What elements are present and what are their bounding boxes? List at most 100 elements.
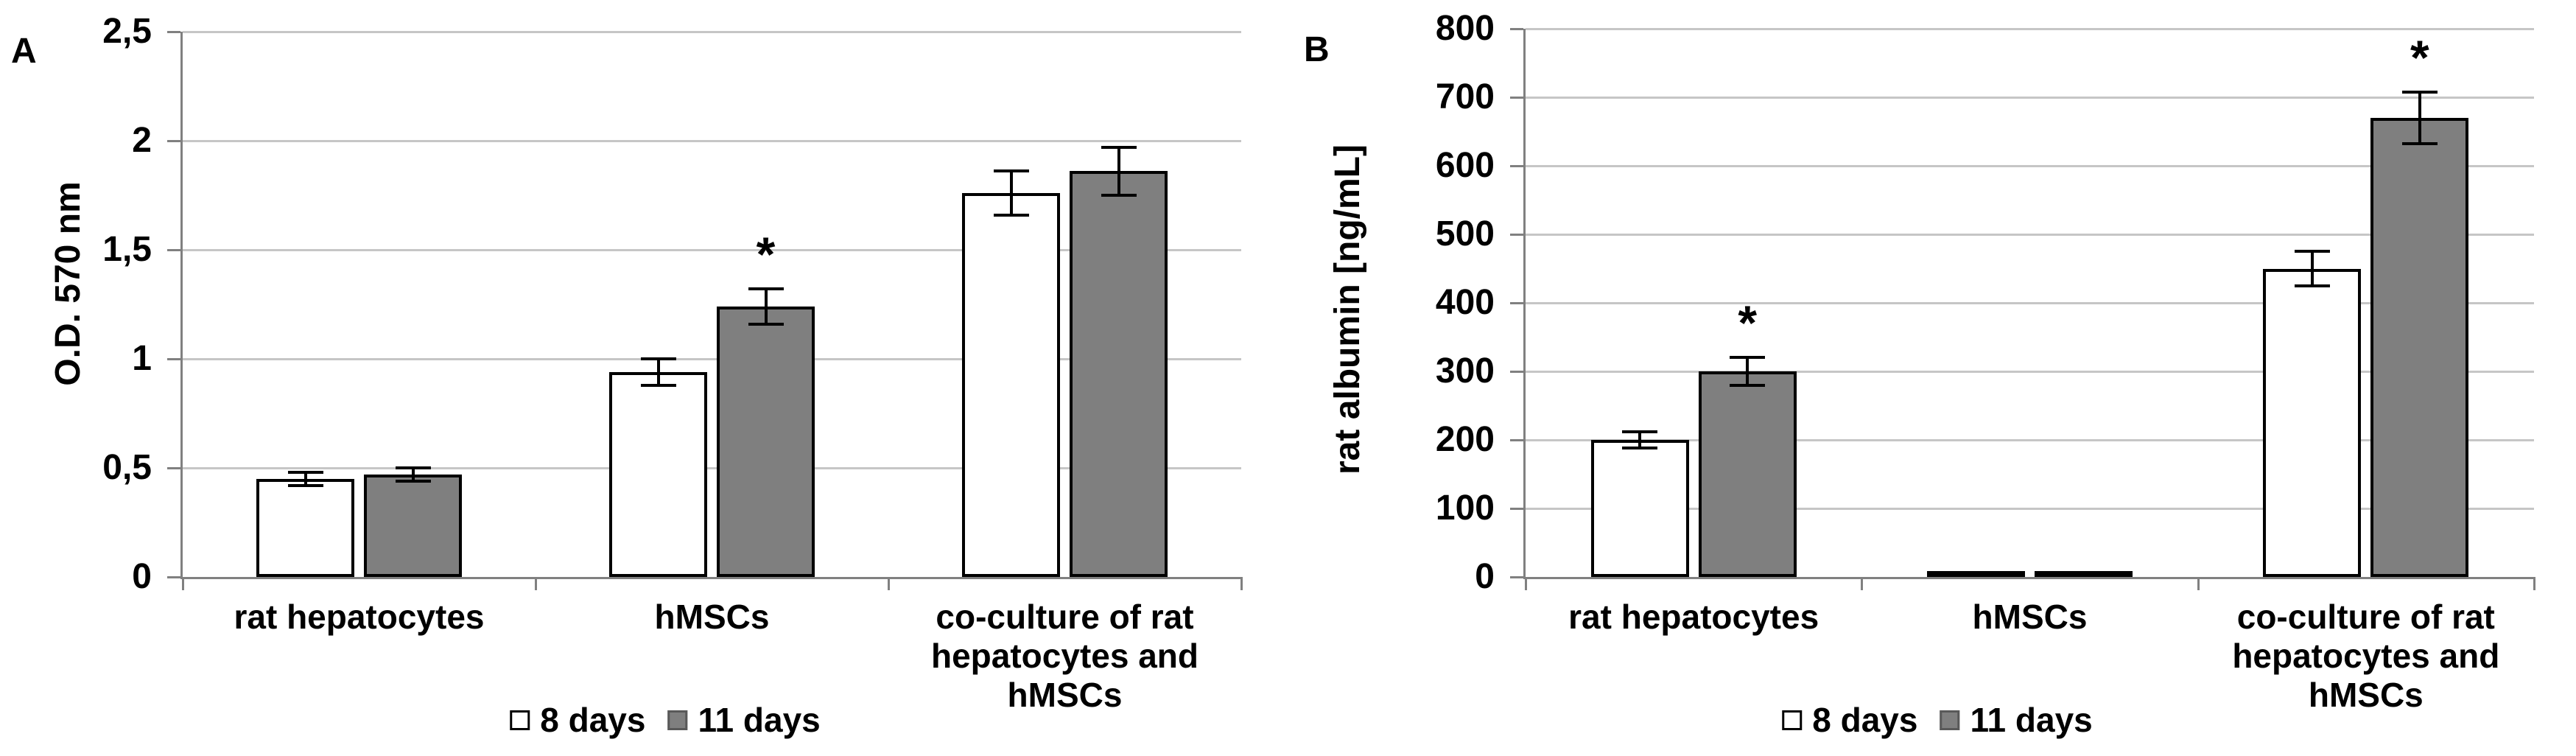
error-bar-cap-top [993,169,1029,173]
y-gridline [1526,439,2534,441]
y-axis-tick [1510,302,1523,304]
error-bar-line [2418,91,2421,144]
y-tick-label: 400 [1435,283,1495,322]
error-bar-cap-top [2401,90,2438,94]
y-tick-label: 0,5 [102,448,152,487]
y-tick-label: 700 [1435,77,1495,116]
error-bar-cap-bottom [993,213,1029,217]
y-axis-tick [167,249,180,251]
panel-b-letter: B [1304,30,1330,69]
legend-marker-11-days [667,710,688,730]
error-bar-cap-bottom [2401,142,2438,146]
x-axis-tick [182,577,184,590]
panel-b-y-axis-title: rat albumin [ng/mL] [1328,144,1367,475]
error-bar-cap-bottom [640,383,676,387]
panel-b-plot-area: 0 100 200 300 400 500 600 700 800 rat hepatocytes… [1436,9,2535,714]
y-gridline [1526,234,2534,236]
y-tick-label: 100 [1435,489,1495,528]
y-tick-label: 200 [1435,420,1495,459]
legend-item: 11 days [1940,700,2093,740]
y-axis-tick [167,467,180,469]
x-axis-tick [535,577,537,590]
y-axis-tick [1510,371,1523,373]
legend-marker-8-days [510,710,530,730]
y-gridline [1526,371,2534,373]
y-axis-tick [1510,165,1523,167]
bar-8-days [2263,268,2362,577]
bar-8-days [609,371,707,577]
x-axis-tick [2533,577,2535,590]
error-bar-cap-top [287,470,323,474]
y-tick-label: 0 [132,557,152,596]
y-gridline [1526,165,2534,167]
significance-asterisk: * [2410,29,2429,85]
y-tick-label: 1 [132,339,152,378]
y-tick-label: 600 [1435,146,1495,185]
y-gridline [183,249,1241,251]
bar-8-days [1590,440,1689,577]
category-label: hMSCs [1972,598,2088,636]
error-bar-cap-bottom [395,479,431,483]
y-gridline [1526,508,2534,510]
bar-11-days [364,474,462,577]
y-gridline [183,31,1241,33]
error-bar-line [2310,251,2314,286]
legend-label: 8 days [1812,701,1918,739]
y-axis-tick [1510,508,1523,510]
category-label: hMSCs [654,598,770,636]
y-tick-label: 0 [1475,557,1495,596]
legend-label: 11 days [1970,701,2093,739]
error-bar-line [411,468,415,481]
error-bar-cap-top [1101,145,1137,149]
bar-11-days [717,306,815,577]
category-label: co-culture of rat hepatocytes and hMSCs [2232,598,2500,714]
error-bar-cap-top [1622,430,1658,433]
bar-11-days [2370,117,2469,577]
y-tick-label: 800 [1435,9,1495,48]
y-axis-tick [1510,234,1523,236]
error-bar-cap-top [1730,356,1766,360]
y-axis-tick [167,358,180,360]
x-axis-tick [1525,577,1527,590]
panel-a-legend: 8 days 11 days [510,700,821,740]
bar-8-days [256,478,354,577]
significance-asterisk: * [1738,295,1757,351]
bar-11-days [1698,371,1797,577]
y-gridline [1526,302,2534,304]
y-tick-label: 2 [132,121,152,160]
error-bar-line [764,289,768,324]
error-bar-cap-bottom [287,483,323,487]
y-gridline [1526,97,2534,99]
x-axis-tick [2197,577,2200,590]
error-bar-cap-top [2294,250,2330,253]
legend-item: 8 days [1782,700,1917,740]
x-axis-tick [888,577,890,590]
bar-8-days [962,193,1060,577]
x-axis-tick [1861,577,1864,590]
x-axis-tick [1240,577,1243,590]
legend-item: 8 days [510,700,645,740]
category-label: rat hepatocytes [234,598,485,636]
y-axis-tick [167,140,180,142]
legend-label: 8 days [540,701,646,739]
bar-11-days [1070,171,1168,577]
error-bar-cap-top [640,357,676,360]
y-axis-tick [1510,576,1523,578]
y-axis-tick [167,576,180,578]
y-tick-label: 1,5 [102,230,152,269]
panel-a-letter: A [11,32,37,71]
y-axis-tick [1510,97,1523,99]
legend-marker-8-days [1782,710,1803,730]
error-bar-line [656,359,660,385]
y-tick-label: 500 [1435,214,1495,253]
significance-asterisk: * [756,227,776,282]
error-bar-line [1746,357,1749,385]
y-axis-tick [1510,439,1523,441]
legend-marker-11-days [1940,710,1960,730]
panel-b-legend: 8 days 11 days [1782,700,2093,740]
y-tick-label: 2,5 [102,12,152,51]
y-axis-tick [167,31,180,33]
error-bar-line [303,472,307,486]
error-bar-cap-bottom [1622,447,1658,450]
